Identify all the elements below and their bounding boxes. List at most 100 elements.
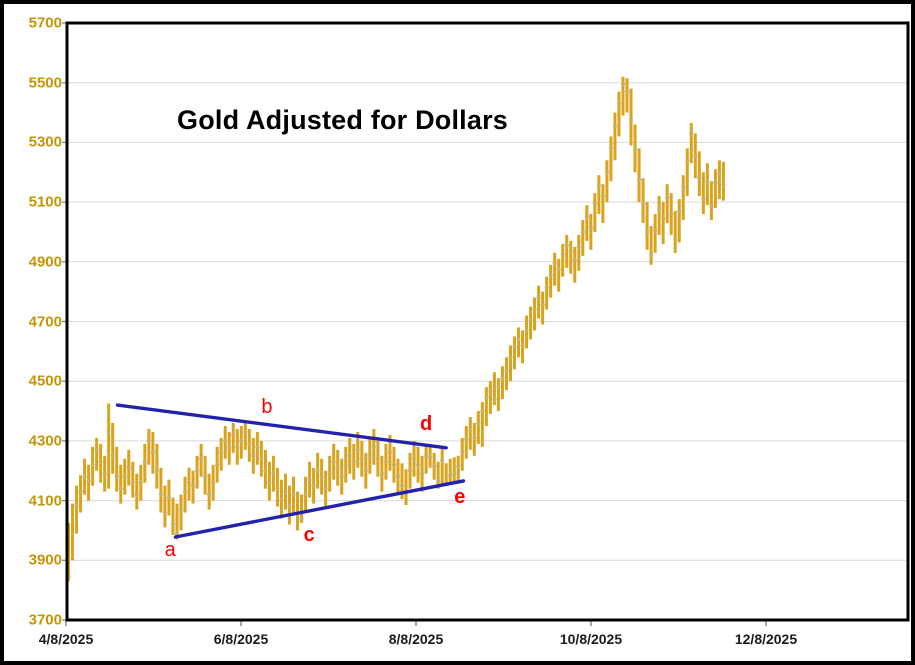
price-bar bbox=[517, 327, 521, 358]
price-bar bbox=[677, 199, 681, 243]
price-bar bbox=[605, 160, 609, 203]
close-dot bbox=[355, 447, 360, 452]
close-dot bbox=[480, 408, 485, 414]
price-bar bbox=[545, 276, 549, 310]
close-dot bbox=[665, 195, 670, 200]
price-bar bbox=[163, 485, 167, 528]
price-bar bbox=[565, 234, 569, 268]
close-dot bbox=[424, 453, 429, 458]
close-dot bbox=[564, 243, 569, 248]
price-bar bbox=[500, 366, 504, 400]
close-dot bbox=[154, 468, 159, 473]
price-bar bbox=[577, 234, 581, 271]
close-dot bbox=[644, 229, 650, 235]
price-bar bbox=[484, 387, 488, 426]
close-dot bbox=[114, 474, 119, 479]
close-dot bbox=[705, 179, 710, 184]
close-dot bbox=[556, 267, 561, 272]
y-axis-label: 5100 bbox=[28, 193, 62, 211]
close-dot bbox=[367, 453, 372, 458]
plot-area bbox=[62, 21, 910, 626]
price-bar bbox=[400, 463, 404, 500]
close-dot bbox=[673, 237, 678, 242]
price-bar bbox=[111, 422, 115, 474]
close-dot bbox=[395, 474, 401, 479]
y-axis-label: 4300 bbox=[28, 432, 62, 450]
close-dot bbox=[247, 441, 252, 446]
y-axis-label: 5700 bbox=[28, 14, 62, 32]
close-dot bbox=[620, 82, 626, 87]
close-dot bbox=[219, 450, 224, 455]
price-bar bbox=[629, 88, 633, 146]
close-dot bbox=[624, 89, 630, 94]
price-bar bbox=[569, 240, 573, 274]
close-dot bbox=[484, 395, 489, 400]
close-dot bbox=[685, 158, 690, 163]
close-dot bbox=[166, 495, 172, 500]
close-dot bbox=[532, 307, 537, 312]
close-dot bbox=[122, 474, 127, 479]
close-dot bbox=[215, 462, 220, 467]
price-bar bbox=[625, 78, 629, 113]
price-bar bbox=[665, 184, 669, 223]
price-bar bbox=[585, 205, 589, 241]
close-dot bbox=[379, 471, 385, 476]
close-dot bbox=[592, 201, 597, 206]
close-dot bbox=[604, 170, 610, 175]
price-bar bbox=[673, 211, 677, 253]
price-bar bbox=[681, 175, 685, 221]
annotation-d: d bbox=[419, 413, 433, 436]
close-dot bbox=[235, 444, 240, 449]
close-dot bbox=[267, 480, 272, 485]
close-dot bbox=[677, 208, 682, 214]
close-dot bbox=[194, 468, 200, 473]
close-dot bbox=[263, 468, 268, 473]
close-dot bbox=[649, 252, 654, 257]
price-bar bbox=[717, 160, 721, 200]
close-dot bbox=[146, 438, 151, 443]
close-dot bbox=[347, 453, 352, 458]
close-dot bbox=[231, 432, 236, 438]
price-bar bbox=[155, 443, 159, 489]
close-dot bbox=[580, 229, 585, 235]
price-bar bbox=[657, 196, 661, 235]
x-axis-label: 4/8/2025 bbox=[38, 631, 94, 647]
price-bar bbox=[529, 306, 533, 340]
price-bar bbox=[533, 297, 537, 331]
close-dot bbox=[407, 468, 413, 473]
price-bar bbox=[653, 214, 657, 253]
price-bar bbox=[300, 494, 304, 523]
close-dot bbox=[74, 504, 79, 509]
close-dot bbox=[508, 355, 513, 360]
close-dot bbox=[560, 252, 565, 257]
price-bar bbox=[147, 428, 151, 465]
price-bar bbox=[705, 163, 709, 206]
close-dot bbox=[223, 438, 228, 443]
price-bar bbox=[589, 214, 593, 250]
close-dot bbox=[70, 531, 75, 536]
price-bar bbox=[645, 202, 649, 250]
price-bar bbox=[496, 378, 500, 412]
close-dot bbox=[536, 295, 541, 300]
close-dot bbox=[528, 317, 533, 323]
close-dot bbox=[98, 459, 103, 464]
close-dot bbox=[283, 489, 288, 494]
price-bar bbox=[115, 446, 119, 492]
close-dot bbox=[512, 344, 517, 349]
close-dot bbox=[681, 185, 686, 190]
price-bar bbox=[75, 485, 79, 534]
close-dot bbox=[86, 479, 91, 484]
lower-trendline bbox=[173, 479, 466, 539]
close-dot bbox=[343, 462, 348, 467]
close-dot bbox=[323, 486, 328, 491]
close-dot bbox=[596, 183, 601, 188]
close-dot bbox=[311, 483, 316, 488]
annotation-c: c bbox=[303, 524, 315, 547]
close-dot bbox=[697, 176, 702, 181]
price-bar bbox=[541, 291, 545, 325]
close-dot bbox=[520, 343, 525, 348]
close-dot bbox=[178, 507, 184, 512]
price-bar bbox=[649, 225, 653, 265]
price-bar bbox=[119, 464, 123, 504]
y-axis-label: 4500 bbox=[28, 372, 62, 390]
